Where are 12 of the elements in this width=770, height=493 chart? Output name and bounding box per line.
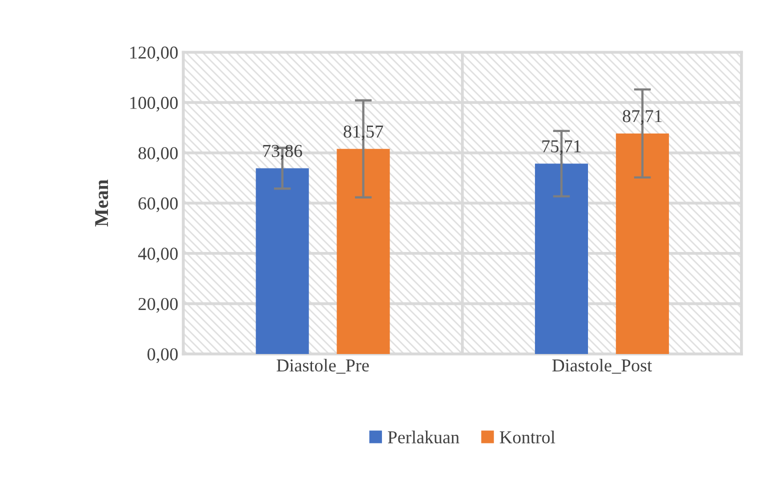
y-axis-title: Mean bbox=[95, 180, 108, 227]
y-tick-label: 0,00 bbox=[147, 348, 178, 364]
legend-label: Perlakuan bbox=[388, 430, 460, 444]
y-tick-label: 60,00 bbox=[138, 197, 178, 212]
y-tick-label: 40,00 bbox=[138, 248, 178, 262]
y-tick-label: 120,00 bbox=[130, 46, 178, 62]
y-tick-label: 80,00 bbox=[138, 147, 178, 162]
x-tick-label: Diastole_Pre bbox=[276, 358, 369, 374]
x-tick-label: Diastole_Post bbox=[552, 358, 652, 374]
y-tick-label: 20,00 bbox=[138, 298, 178, 313]
y-tick-label: 100,00 bbox=[130, 96, 178, 112]
legend-label: Kontrol bbox=[500, 430, 556, 444]
